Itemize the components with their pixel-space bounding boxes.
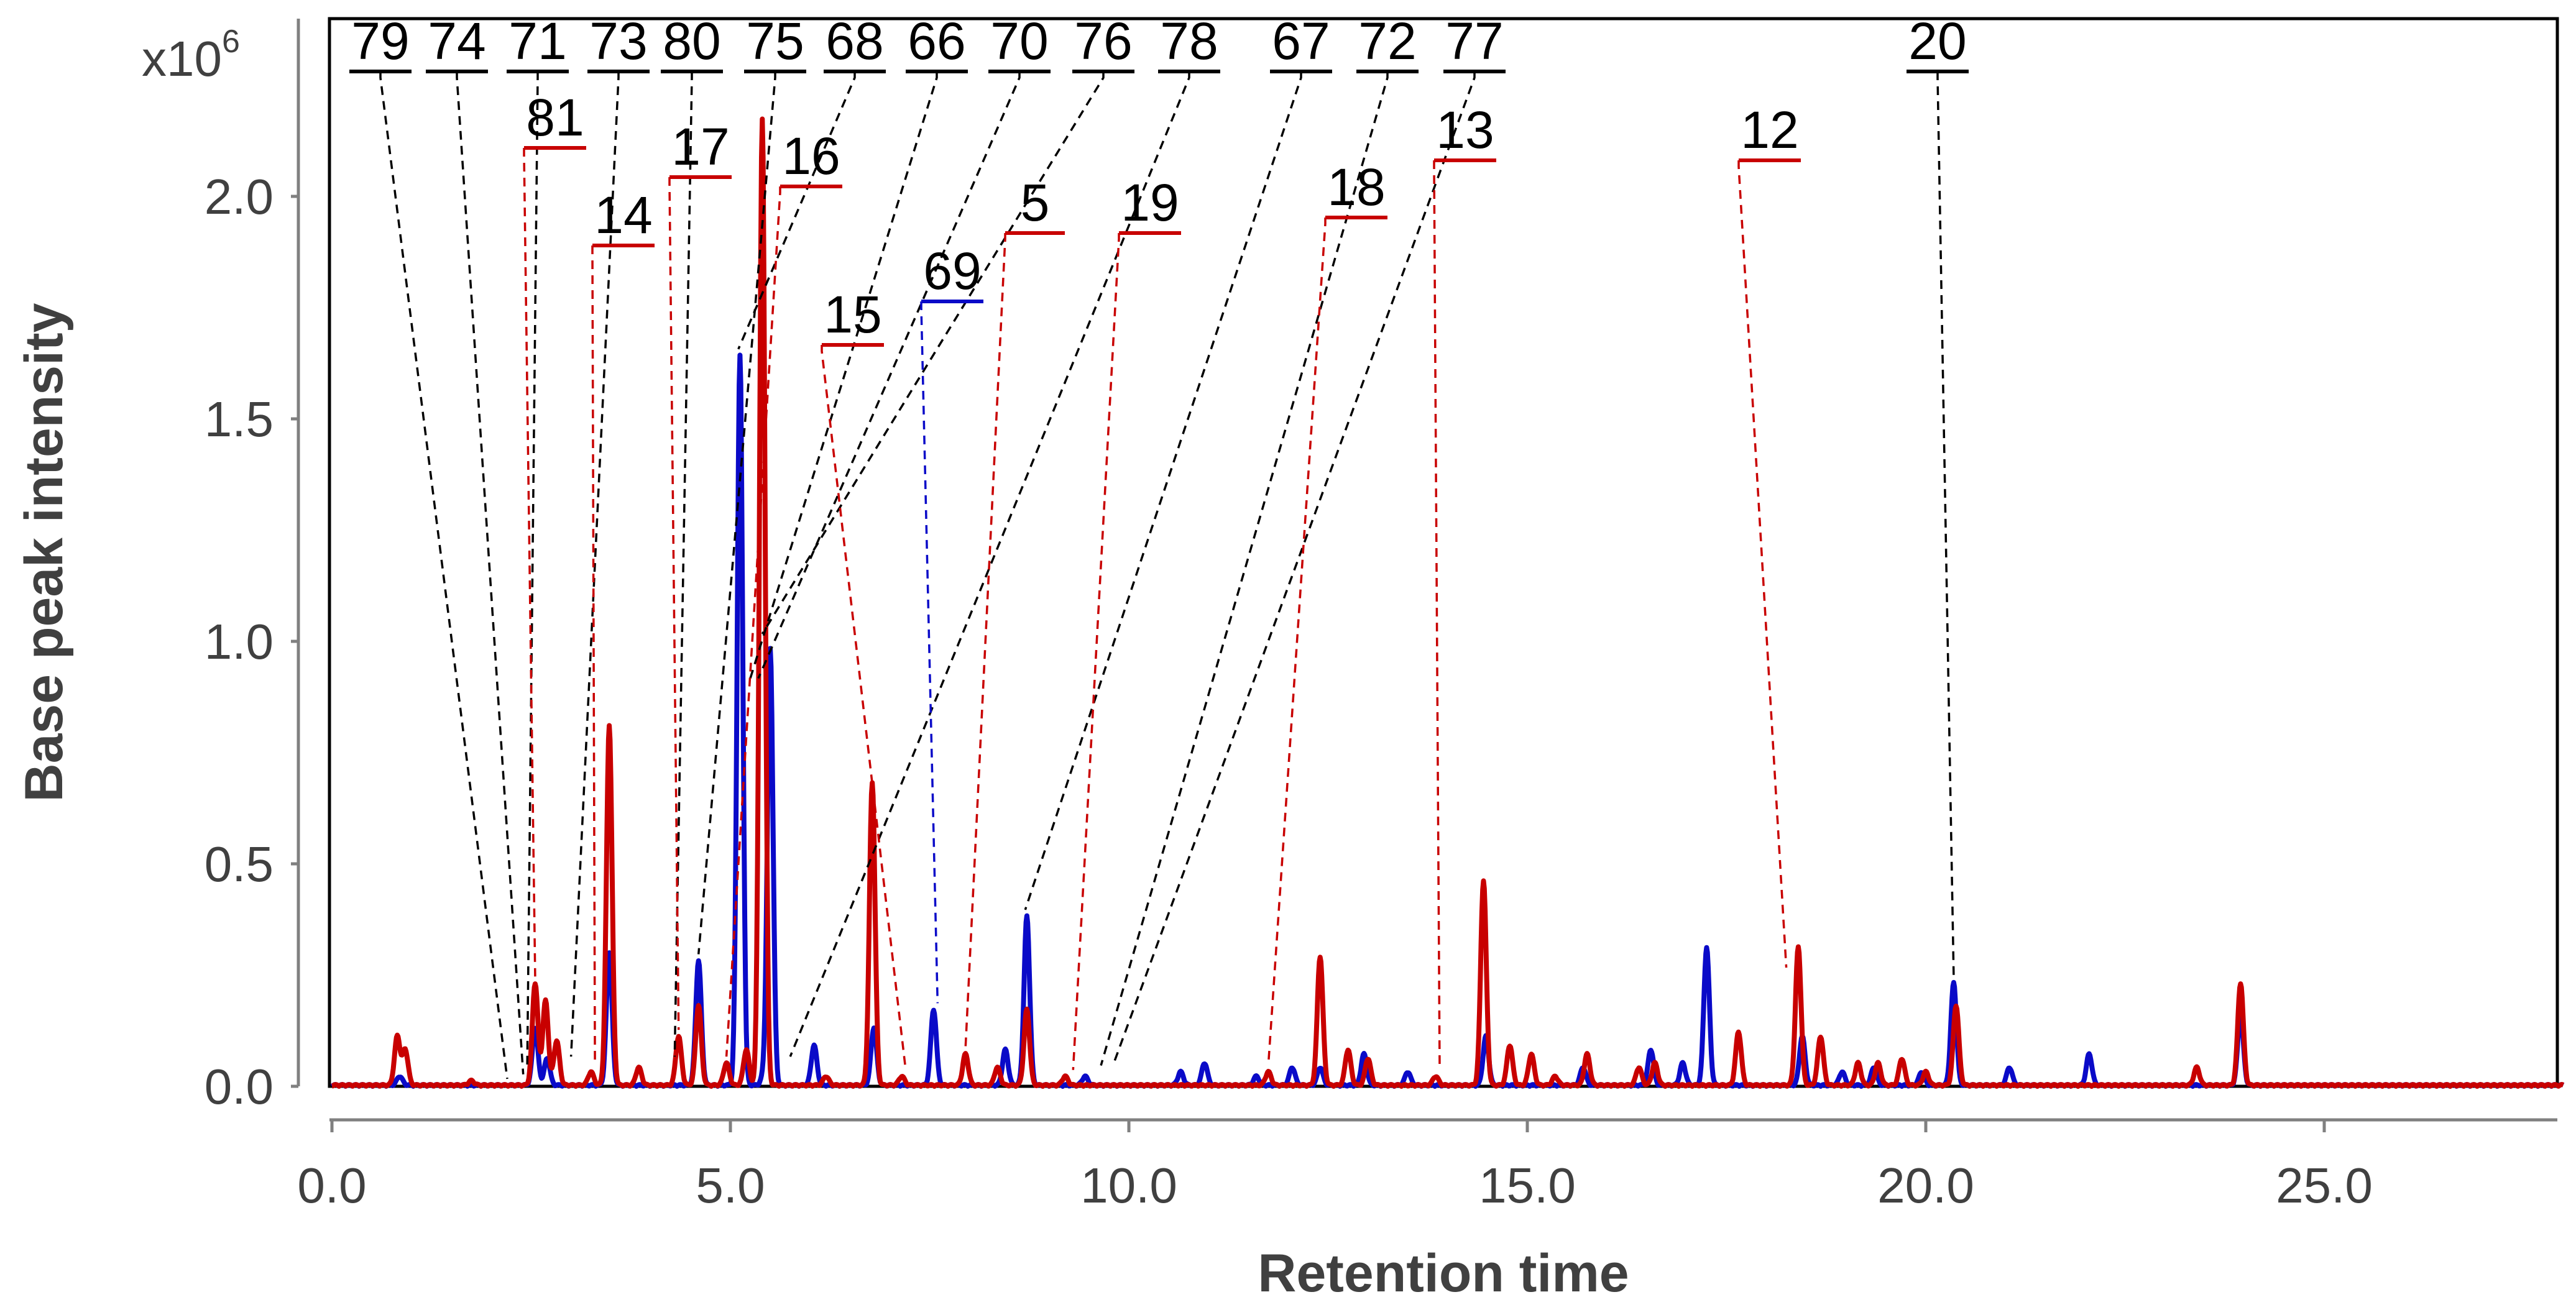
peak-leader-line <box>1267 218 1327 1066</box>
peak-leader-line <box>1111 71 1476 1066</box>
y-tick-label: 1.0 <box>205 614 274 669</box>
y-ticks: 0.0 0.5 1.0 1.5 2.0 <box>205 169 298 1114</box>
x-tick-label: 25.0 <box>2276 1158 2373 1213</box>
peak-leader-line <box>821 345 907 1070</box>
x-axis-title: Retention time <box>1258 1244 1629 1303</box>
peak-leader-line <box>697 71 776 955</box>
peak-label-14: 14 <box>594 186 652 244</box>
peak-label-19: 19 <box>1121 173 1179 232</box>
y-tick-label: 0.5 <box>205 836 274 892</box>
peak-label-5: 5 <box>1021 173 1050 232</box>
peak-leader-line <box>1072 233 1120 1070</box>
blue-trace-line <box>330 352 2565 1089</box>
peak-leader-line <box>725 186 781 1057</box>
peak-leader-line <box>920 301 939 1004</box>
x-tick-label: 10.0 <box>1080 1158 1177 1213</box>
peak-leader-line <box>761 71 1105 635</box>
peak-label-69: 69 <box>923 242 981 300</box>
x-ticks: 0.0 5.0 10.0 15.0 20.0 25.0 <box>297 1120 2373 1213</box>
y-multiplier-prefix: x10 <box>142 31 222 86</box>
peak-label-74: 74 <box>428 12 485 70</box>
peak-leader-line <box>1433 160 1441 1070</box>
peak-label-70: 70 <box>990 12 1048 70</box>
peak-leader-line <box>456 71 525 1074</box>
x-tick-label: 20.0 <box>1877 1158 1974 1213</box>
peak-leader-line <box>757 71 1021 679</box>
peak-label-15: 15 <box>824 285 881 344</box>
peak-leader-line <box>523 148 536 977</box>
peak-label-68: 68 <box>826 12 883 70</box>
peak-leader-line <box>1100 71 1389 1066</box>
peak-leader-line <box>1737 160 1788 968</box>
y-multiplier: x106 <box>142 24 240 86</box>
peak-label-80: 80 <box>663 12 720 70</box>
peak-label-75: 75 <box>746 12 804 70</box>
peak-label-79: 79 <box>351 12 409 70</box>
peak-label-71: 71 <box>508 12 566 70</box>
peak-label-73: 73 <box>589 12 647 70</box>
plot-frame <box>328 17 2559 1088</box>
y-tick-label: 0.0 <box>205 1059 274 1114</box>
red-trace-line <box>330 116 2565 1089</box>
peak-leader-line <box>673 71 693 1057</box>
y-multiplier-exponent: 6 <box>222 24 240 60</box>
traces <box>330 116 2565 1089</box>
peak-label-66: 66 <box>908 12 965 70</box>
peak-leader-line <box>1936 71 1955 977</box>
x-tick-label: 15.0 <box>1479 1158 1576 1213</box>
peak-label-81: 81 <box>526 88 584 147</box>
peak-leader-line <box>1024 71 1302 910</box>
peak-label-67: 67 <box>1272 12 1330 70</box>
peak-leader-line <box>668 177 680 1030</box>
peak-label-16: 16 <box>782 127 840 185</box>
peak-label-17: 17 <box>671 117 729 176</box>
peak-label-12: 12 <box>1741 101 1798 159</box>
peak-leader-line <box>526 71 539 1070</box>
y-axis-title: Base peak intensity <box>14 303 74 802</box>
y-tick-label: 1.5 <box>205 392 274 447</box>
peak-label-76: 76 <box>1074 12 1132 70</box>
peak-label-20: 20 <box>1908 12 1966 70</box>
peak-leader-line <box>569 71 620 1057</box>
peak-leader-line <box>964 233 1006 1048</box>
peak-label-18: 18 <box>1327 158 1385 216</box>
x-tick-label: 0.0 <box>297 1158 366 1213</box>
peak-leader-line <box>749 71 938 679</box>
peak-leader-line <box>737 71 856 350</box>
peak-label-77: 77 <box>1445 12 1503 70</box>
y-tick-label: 2.0 <box>205 169 274 224</box>
x-tick-label: 5.0 <box>696 1158 765 1213</box>
peak-label-78: 78 <box>1160 12 1218 70</box>
peak-label-13: 13 <box>1436 101 1494 159</box>
peak-label-72: 72 <box>1358 12 1416 70</box>
peak-leader-line <box>379 71 508 1079</box>
peak-leader-line <box>789 71 1190 1057</box>
peak-leader-line <box>591 245 596 1066</box>
